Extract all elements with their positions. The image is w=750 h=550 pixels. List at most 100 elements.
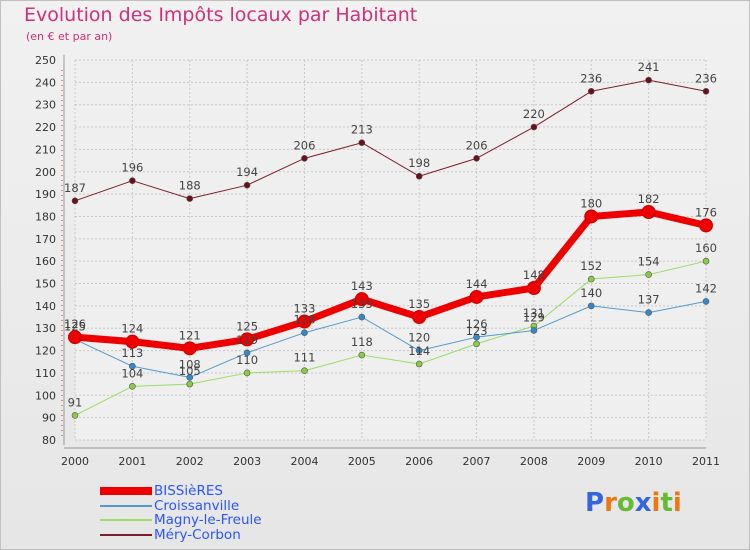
legend-swatch-croissanville	[100, 504, 152, 507]
data-label-bissi-res: 144	[466, 277, 488, 291]
data-point-magny-le-freule	[301, 367, 308, 375]
legend: BISSièRES Croissanville Magny-le-Freule …	[100, 484, 262, 542]
logo-letter: x	[634, 488, 652, 518]
data-point-magny-le-freule	[645, 271, 652, 278]
logo-letter: o	[616, 488, 635, 518]
x-tick-label: 2004	[290, 455, 318, 468]
data-point-croissanville	[186, 374, 194, 381]
data-point-magny-le-freule	[186, 380, 194, 388]
data-label-croissanville: 126	[466, 317, 488, 331]
data-label-bissi-res: 121	[179, 328, 201, 342]
y-tick-label: 250	[35, 54, 56, 67]
data-point-magny-le-freule	[587, 275, 595, 283]
data-label-croissanville: 142	[695, 281, 717, 295]
data-point-croissanville	[645, 309, 652, 316]
data-label-m-ry-corbon: 236	[695, 71, 717, 85]
y-tick-label: 130	[35, 322, 56, 335]
data-point-magny-le-freule	[702, 257, 710, 265]
data-label-magny-le-freule: 110	[236, 353, 258, 367]
y-tick-label: 100	[35, 389, 56, 402]
data-label-magny-le-freule: 104	[121, 366, 143, 380]
legend-swatch-bissieres	[100, 487, 152, 496]
legend-swatch-magny	[100, 519, 152, 522]
data-point-m-ry-corbon	[473, 155, 480, 162]
y-tick-label: 80	[42, 434, 56, 447]
data-label-m-ry-corbon: 188	[179, 179, 201, 193]
x-tick-label: 2002	[176, 455, 204, 468]
legend-item-mery: Méry-Corbon	[100, 528, 262, 543]
data-label-magny-le-freule: 131	[523, 306, 545, 320]
y-tick-label: 140	[35, 300, 56, 313]
data-point-bissi-res	[68, 330, 82, 345]
data-point-bissi-res	[412, 310, 427, 325]
x-tick-label: 2001	[118, 455, 146, 468]
logo-letter: i	[651, 488, 661, 518]
data-point-magny-le-freule	[243, 369, 251, 377]
data-label-magny-le-freule: 152	[580, 259, 602, 273]
y-tick-label: 230	[35, 99, 56, 112]
data-label-croissanville: 135	[351, 297, 373, 311]
data-point-croissanville	[415, 347, 423, 354]
data-point-m-ry-corbon	[702, 87, 710, 95]
x-tick-label: 2003	[233, 455, 261, 468]
data-label-magny-le-freule: 160	[695, 241, 717, 255]
data-label-m-ry-corbon: 236	[580, 71, 602, 85]
y-tick-label: 160	[35, 255, 56, 268]
data-point-m-ry-corbon	[129, 177, 136, 185]
data-label-bissi-res: 182	[638, 192, 660, 206]
y-tick-label: 150	[35, 278, 56, 291]
data-label-magny-le-freule: 154	[638, 255, 660, 269]
data-point-magny-le-freule	[415, 360, 423, 368]
legend-label-magny: Magny-le-Freule	[154, 512, 262, 529]
series-line-bissi-res	[74, 208, 707, 352]
data-point-m-ry-corbon	[645, 76, 652, 84]
data-point-bissi-res	[125, 334, 140, 349]
y-tick-label: 190	[35, 188, 56, 201]
data-label-m-ry-corbon: 220	[523, 107, 545, 121]
data-label-magny-le-freule: 118	[351, 335, 373, 349]
data-point-magny-le-freule	[473, 340, 480, 348]
x-tick-label: 2011	[692, 455, 720, 468]
data-label-magny-le-freule: 114	[408, 344, 430, 358]
data-label-croissanville: 137	[638, 293, 660, 307]
data-label-croissanville: 108	[179, 357, 201, 371]
data-point-m-ry-corbon	[358, 139, 366, 147]
y-tick-label: 110	[35, 367, 56, 380]
data-label-m-ry-corbon: 241	[638, 60, 660, 74]
data-label-croissanville: 113	[121, 346, 143, 360]
y-tick-label: 210	[35, 143, 56, 156]
data-point-m-ry-corbon	[530, 123, 538, 131]
data-point-croissanville	[243, 349, 251, 357]
data-label-croissanville: 119	[236, 333, 258, 347]
data-point-m-ry-corbon	[415, 172, 423, 180]
data-label-bissi-res: 133	[293, 302, 315, 316]
data-label-bissi-res: 143	[351, 279, 373, 293]
data-point-croissanville	[530, 327, 538, 334]
y-tick-label: 120	[35, 345, 56, 358]
data-point-bissi-res	[469, 289, 484, 304]
data-label-bissi-res: 125	[236, 319, 258, 333]
data-point-croissanville	[129, 362, 136, 370]
data-point-croissanville	[702, 298, 710, 305]
data-label-bissi-res: 126	[64, 317, 86, 331]
logo-letter: i	[672, 488, 682, 518]
data-label-magny-le-freule: 111	[293, 351, 315, 365]
x-tick-label: 2010	[635, 455, 663, 468]
chart-title: Evolution des Impôts locaux par Habitant	[24, 4, 418, 26]
y-tick-label: 220	[35, 121, 56, 134]
data-point-bissi-res	[641, 205, 656, 219]
plot-area	[75, 60, 706, 440]
x-tick-label: 2006	[405, 455, 433, 468]
data-point-bissi-res	[699, 218, 713, 233]
legend-item-bissieres: BISSièRES	[100, 484, 262, 499]
series-line-m-ry-corbon	[74, 79, 707, 202]
data-point-m-ry-corbon	[186, 195, 194, 202]
data-label-m-ry-corbon: 196	[121, 161, 143, 175]
data-point-bissi-res	[526, 281, 541, 295]
x-tick-label: 2005	[348, 455, 376, 468]
legend-item-croissanville: Croissanville	[100, 499, 262, 514]
data-point-m-ry-corbon	[243, 181, 251, 189]
y-tick-label: 200	[35, 166, 56, 179]
data-point-croissanville	[587, 302, 595, 310]
